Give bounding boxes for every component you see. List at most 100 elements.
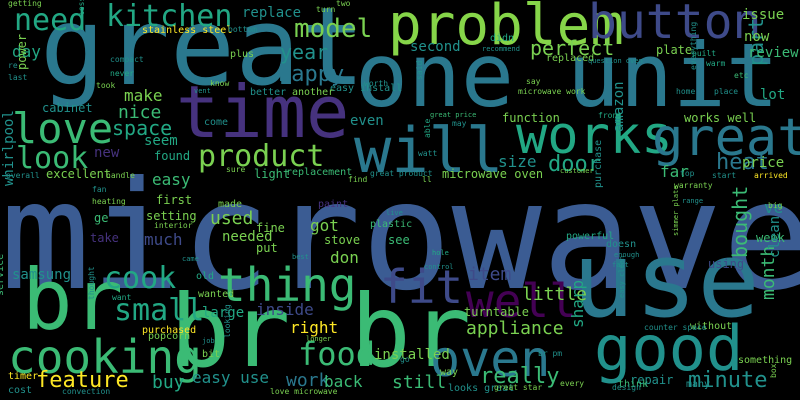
word-now: now [744, 29, 770, 45]
word-built: built [692, 49, 717, 58]
word-said: said [415, 60, 424, 80]
word-even: even [350, 113, 384, 129]
word-getting: getting [8, 0, 42, 8]
word-take: take [90, 231, 119, 245]
word-warm: warm [706, 59, 726, 68]
word-last: last [8, 73, 28, 82]
word-ve: ve [764, 198, 784, 217]
word-powerful: powerful [566, 231, 615, 242]
word-model: model [294, 14, 373, 44]
word-need: need [14, 3, 87, 38]
word-right: right [290, 318, 339, 337]
word-love-microwave: love microwave [270, 387, 338, 396]
word-never: never [110, 69, 135, 78]
word-setting: setting [146, 209, 197, 223]
word-old: old [196, 271, 215, 282]
word-worth: worth [364, 79, 389, 88]
word-made: made [218, 199, 243, 210]
word-far: far [660, 162, 689, 181]
word-used: used [210, 208, 254, 229]
word-re: re [8, 61, 18, 70]
word-small: small [114, 293, 205, 328]
word-br-br: br br [170, 273, 472, 390]
word-ll: ll [422, 175, 432, 184]
word-make: make [124, 86, 163, 105]
word-turn: turn [316, 5, 336, 14]
word-cost: cost [8, 385, 33, 396]
word-perfect: perfect [530, 36, 615, 60]
word-nice: nice [118, 102, 162, 123]
word-everything: everything [689, 21, 698, 70]
word-found: found [154, 149, 191, 163]
word-lot: lot [760, 87, 786, 103]
word-large: large [202, 305, 245, 321]
word-oven: oven [430, 330, 551, 388]
word-time: time [176, 70, 350, 154]
word-another: another [292, 87, 335, 98]
word-works: works [516, 106, 673, 166]
word-little: little [522, 284, 588, 305]
word-etc: etc [734, 71, 749, 80]
word-easy-use: easy use [192, 368, 270, 387]
word-fast: fast [612, 261, 629, 269]
word-without: without [690, 321, 733, 332]
word-fine: fine [256, 221, 285, 235]
word-heating: heating [92, 197, 126, 206]
word-second: second [410, 39, 461, 55]
word-doesn: doesn [606, 239, 637, 250]
word-may: may [452, 119, 467, 128]
word-many: many [686, 379, 711, 390]
word-front: front [598, 111, 623, 120]
word-microwave-oven: microwave oven [442, 167, 544, 181]
word-box: box [769, 363, 778, 378]
word-question-oven: question oven [588, 57, 643, 65]
word-looking: looking [223, 304, 232, 338]
word-work: work [286, 370, 330, 391]
word-appliance: appliance [466, 318, 564, 339]
word-bought: bought [728, 185, 752, 258]
word-place: place [714, 87, 739, 96]
word-popcorn: popcorn [148, 331, 191, 342]
word-amazon: amazon [611, 81, 627, 132]
word-light: light [254, 167, 291, 181]
word-convection: convection [62, 387, 111, 396]
word-repair: repair [630, 373, 674, 387]
word-day: day [12, 42, 41, 61]
word-live: live [386, 209, 403, 217]
word-heat: heat [716, 150, 769, 175]
word-stainless-steel: stainless steel [142, 25, 233, 36]
word-overall: overall [6, 171, 40, 180]
word-bit: bit [202, 349, 221, 360]
word-great: great [40, 0, 366, 110]
word-say: say [526, 77, 541, 86]
word-replace: replace [242, 5, 302, 21]
word-service: service [0, 253, 6, 296]
word-needed: needed [222, 229, 273, 245]
word-didn: didn [490, 33, 515, 44]
word-way: way [440, 367, 459, 378]
word-problem: problem [388, 0, 625, 58]
word-great-product: great product [370, 169, 433, 178]
word-great-2: great [652, 108, 800, 168]
word-easy-clean: easy clean [618, 255, 626, 298]
word-minute: minute [688, 368, 768, 393]
word-recommend: recommend [482, 45, 520, 53]
word-home: home [676, 87, 696, 96]
word-bottom: bottom [228, 25, 257, 34]
word-cooking: cooking [8, 330, 202, 384]
word-one-unit: one unit [355, 24, 779, 127]
word-buy: buy [152, 372, 185, 393]
word-plus: plus [230, 49, 255, 60]
word-best: best [292, 253, 309, 261]
word-plastic: plastic [370, 219, 413, 230]
word-looks-great: looks great [448, 383, 515, 394]
word-size: size [498, 152, 537, 171]
word-cabinet: cabinet [42, 101, 93, 115]
word-kitchen: kitchen [106, 0, 233, 34]
word-wanted: wanted [198, 289, 235, 300]
word-watt: watt [418, 149, 438, 158]
word-microwave-work: microwave work [518, 87, 586, 96]
word-using: using [708, 257, 745, 271]
word-installed: installed [374, 347, 450, 363]
word-better: better [250, 87, 287, 98]
